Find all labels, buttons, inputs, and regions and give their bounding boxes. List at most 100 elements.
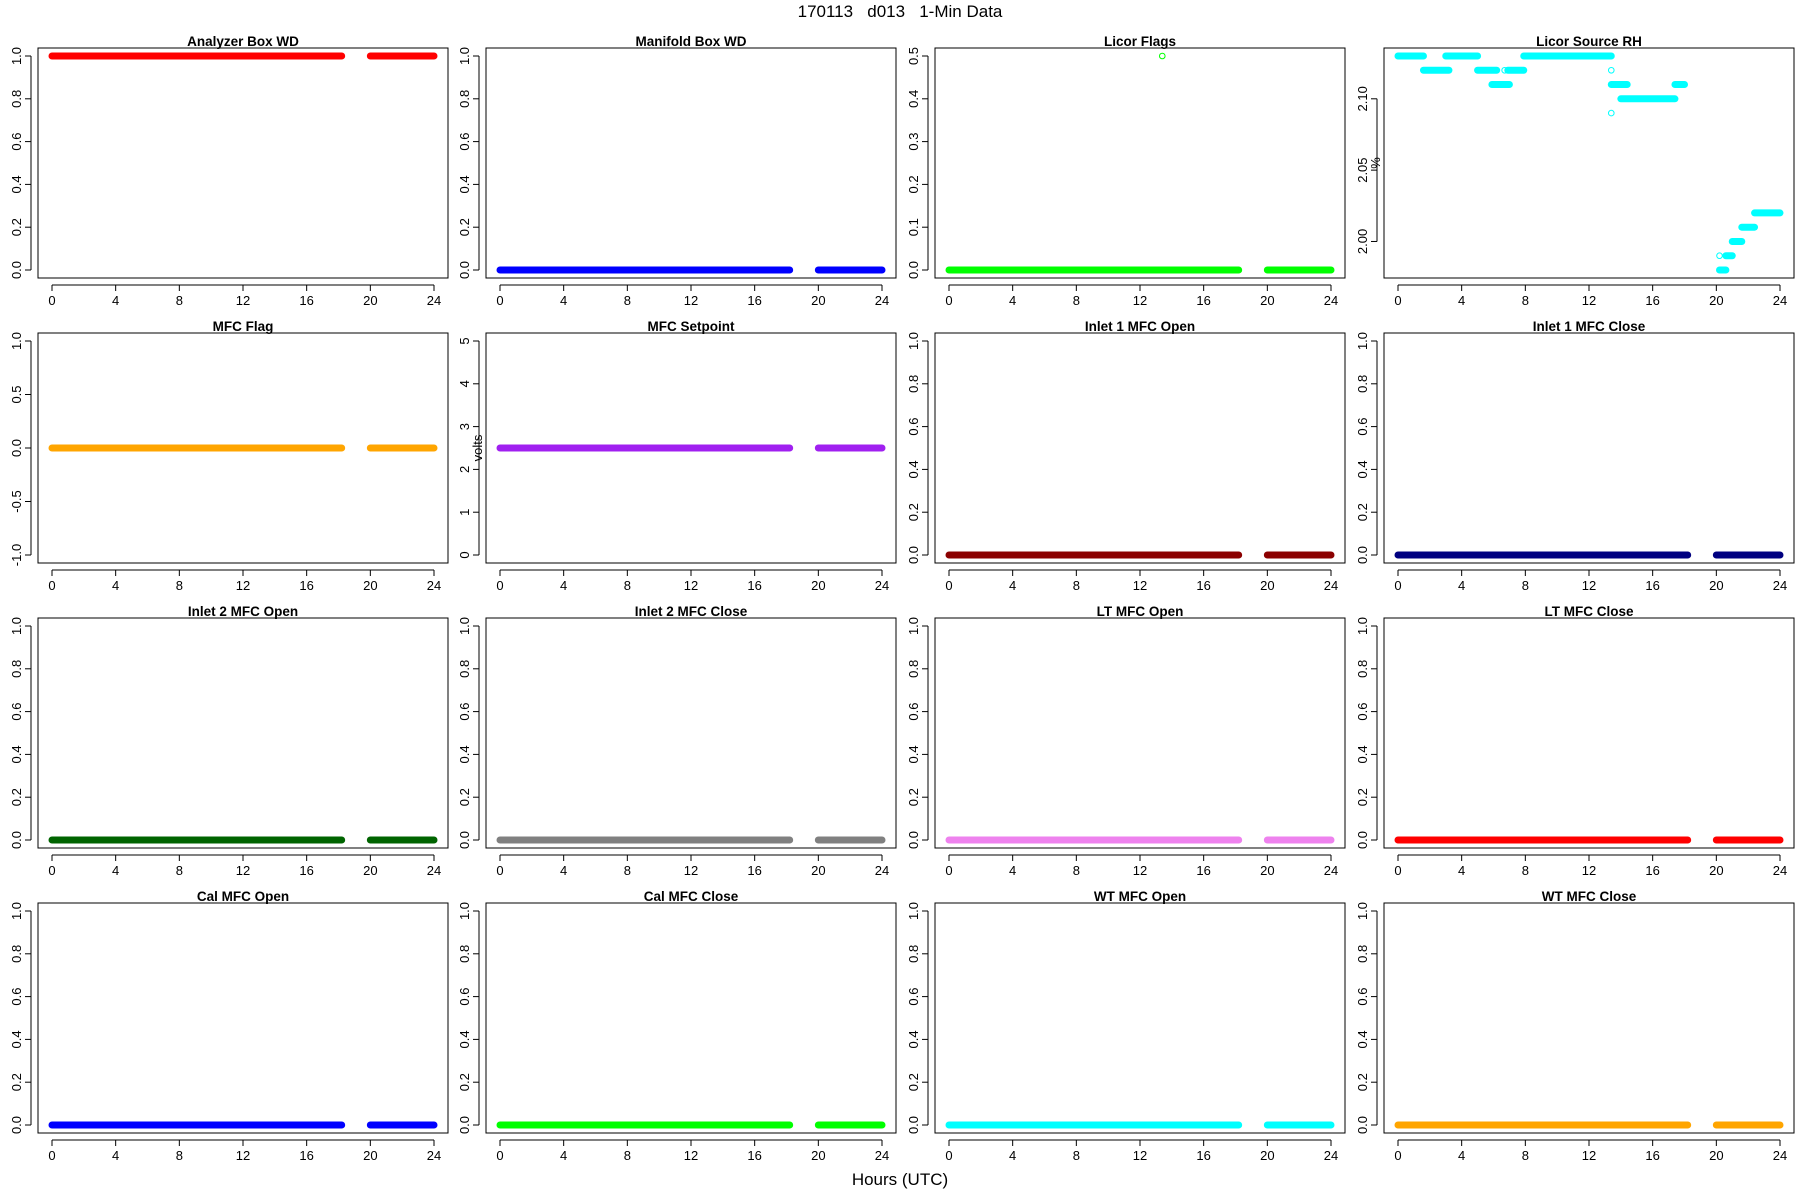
y-tick-label: 0.8 — [1355, 375, 1370, 393]
x-tick-label: 16 — [747, 293, 761, 308]
x-tick-label: 20 — [1709, 293, 1723, 308]
x-tick-label: 16 — [299, 1148, 313, 1163]
y-tick-label: 1 — [457, 509, 472, 516]
y-tick-label: 0.0 — [1355, 546, 1370, 564]
y-tick-label: 0.8 — [457, 660, 472, 678]
plot-frame — [485, 902, 897, 1134]
y-tick-label: 1.0 — [9, 902, 24, 920]
plot-title: MFC Setpoint — [648, 319, 735, 334]
x-tick-label: 8 — [1522, 1148, 1529, 1163]
y-tick-label: 2.00 — [1355, 229, 1370, 254]
y-tick-label: 0.2 — [457, 788, 472, 806]
x-tick-label: 24 — [1773, 293, 1787, 308]
y-tick-label: 0.8 — [906, 660, 921, 678]
x-tick-label: 24 — [1773, 1148, 1787, 1163]
x-tick-label: 16 — [299, 863, 313, 878]
x-tick-label: 24 — [875, 578, 889, 593]
x-tick-label: 16 — [299, 293, 313, 308]
plot-frame — [934, 332, 1346, 564]
y-tick-label: 0.4 — [1355, 1030, 1370, 1048]
x-tick-label: 20 — [1709, 578, 1723, 593]
x-tick-label: 12 — [684, 578, 698, 593]
y-tick-label: 0.2 — [9, 788, 24, 806]
y-tick-label: 4 — [457, 380, 472, 387]
x-tick-label: 8 — [176, 578, 183, 593]
y-tick-label: 0.2 — [906, 503, 921, 521]
x-tick-label: 0 — [496, 578, 503, 593]
x-tick-label: 12 — [1582, 863, 1596, 878]
y-tick-label: 1.0 — [1355, 332, 1370, 350]
x-tick-label: 0 — [1394, 578, 1401, 593]
y-tick-label: 0.4 — [1355, 460, 1370, 478]
x-tick-label: 20 — [1260, 578, 1274, 593]
y-tick-label: 3 — [457, 423, 472, 430]
page-title: 170113 d013 1-Min Data — [797, 2, 1003, 21]
y-tick-label: 0.2 — [906, 788, 921, 806]
plot-panel: Inlet 2 MFC Close 0 4 8 12 16 20 24 0.0 0.2 0.4 0.6… — [457, 604, 897, 878]
x-tick-label: 12 — [1133, 578, 1147, 593]
y-tick-label: 0.6 — [457, 133, 472, 151]
x-tick-label: 8 — [1073, 1148, 1080, 1163]
y-axis-label: % — [1368, 157, 1383, 169]
y-tick-label: 0.4 — [9, 175, 24, 193]
x-tick-label: 12 — [684, 1148, 698, 1163]
y-tick-label: 0.1 — [906, 218, 921, 236]
x-tick-label: 0 — [48, 293, 55, 308]
x-tick-label: 4 — [1009, 293, 1016, 308]
x-tick-label: 12 — [1133, 1148, 1147, 1163]
plot-title: Licor Source RH — [1536, 34, 1642, 49]
y-tick-label: 0.4 — [9, 1030, 24, 1048]
plot-title: Licor Flags — [1104, 34, 1176, 49]
y-tick-label: 0.5 — [906, 47, 921, 65]
y-tick-label: 2.05 — [1355, 157, 1370, 182]
x-tick-label: 24 — [427, 293, 441, 308]
y-tick-label: 0.0 — [1355, 831, 1370, 849]
plot-frame — [1383, 902, 1795, 1134]
y-tick-label: 1.0 — [1355, 617, 1370, 635]
y-tick-label: 0.0 — [457, 831, 472, 849]
x-tick-label: 4 — [560, 1148, 567, 1163]
x-tick-label: 20 — [1260, 293, 1274, 308]
x-tick-label: 12 — [236, 1148, 250, 1163]
y-tick-label: 0.2 — [9, 1073, 24, 1091]
x-tick-label: 16 — [747, 1148, 761, 1163]
x-tick-label: 24 — [1773, 863, 1787, 878]
x-tick-label: 4 — [1009, 578, 1016, 593]
x-tick-label: 4 — [112, 1148, 119, 1163]
plot-panel: Inlet 1 MFC Close 0 4 8 12 16 20 24 0.0 0.2 0.4 0.6… — [1355, 319, 1795, 593]
y-tick-label: 0.2 — [1355, 503, 1370, 521]
y-tick-label: 1.0 — [906, 617, 921, 635]
y-tick-label: 1.0 — [457, 47, 472, 65]
plot-title: WT MFC Close — [1542, 889, 1637, 904]
y-tick-label: 0.0 — [906, 261, 921, 279]
plot-title: WT MFC Open — [1094, 889, 1186, 904]
plot-frame — [485, 617, 897, 849]
plot-frame — [934, 902, 1346, 1134]
x-tick-label: 8 — [1522, 578, 1529, 593]
x-tick-label: 0 — [945, 578, 952, 593]
y-tick-label: 2 — [457, 466, 472, 473]
x-tick-label: 24 — [875, 1148, 889, 1163]
y-tick-label: 0.0 — [906, 546, 921, 564]
x-tick-label: 8 — [624, 578, 631, 593]
x-tick-label: 0 — [496, 293, 503, 308]
x-tick-label: 12 — [684, 293, 698, 308]
y-tick-label: 0.8 — [906, 945, 921, 963]
plot-title: MFC Flag — [213, 319, 274, 334]
x-tick-label: 0 — [496, 1148, 503, 1163]
plot-frame — [934, 47, 1346, 279]
x-tick-label: 0 — [48, 578, 55, 593]
x-tick-label: 8 — [1073, 863, 1080, 878]
x-tick-label: 16 — [1196, 293, 1210, 308]
plot-title: LT MFC Open — [1097, 604, 1184, 619]
x-tick-label: 20 — [811, 863, 825, 878]
x-tick-label: 12 — [1133, 863, 1147, 878]
plot-frame — [1383, 332, 1795, 564]
plot-title: Cal MFC Close — [644, 889, 739, 904]
plot-title: Inlet 1 MFC Open — [1085, 319, 1195, 334]
x-tick-label: 0 — [1394, 1148, 1401, 1163]
x-tick-label: 24 — [1324, 863, 1338, 878]
plot-title: Inlet 2 MFC Open — [188, 604, 298, 619]
y-tick-label: 0.6 — [1355, 703, 1370, 721]
